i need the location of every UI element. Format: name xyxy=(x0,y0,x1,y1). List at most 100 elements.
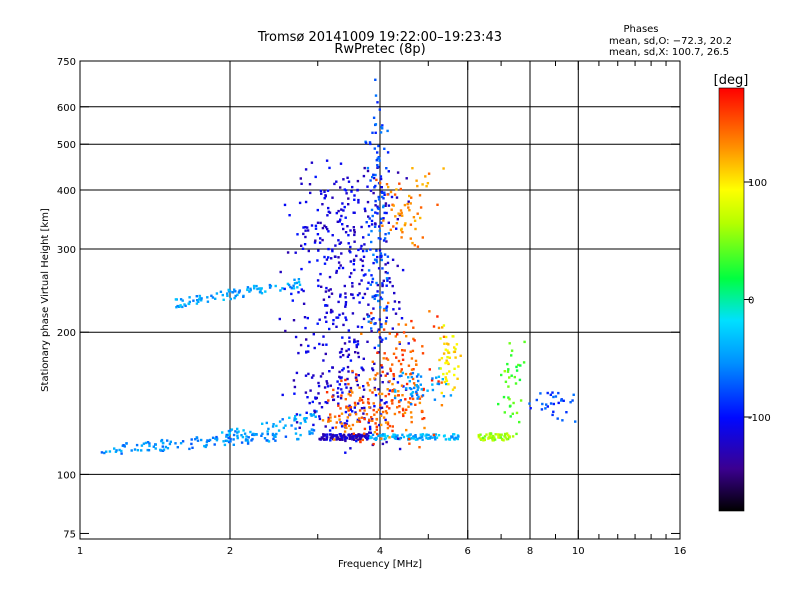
data-point xyxy=(414,227,417,231)
data-point xyxy=(416,212,419,215)
data-point xyxy=(374,294,377,298)
data-point xyxy=(282,426,285,430)
data-point xyxy=(383,433,386,436)
data-point xyxy=(384,322,387,325)
data-point xyxy=(372,317,375,320)
data-point xyxy=(378,159,381,162)
data-point xyxy=(347,242,350,245)
data-point xyxy=(323,197,326,200)
data-point xyxy=(348,435,351,438)
data-point xyxy=(388,281,392,284)
data-point xyxy=(402,409,405,412)
data-point xyxy=(507,385,510,388)
data-point xyxy=(384,233,387,236)
data-point xyxy=(338,370,341,374)
data-point xyxy=(339,433,342,436)
data-point xyxy=(356,402,360,405)
data-point xyxy=(387,232,390,235)
data-point xyxy=(415,179,418,182)
data-point xyxy=(327,416,330,420)
colorbar-tick-label: 100 xyxy=(748,178,767,189)
data-point xyxy=(380,297,384,301)
data-point xyxy=(348,390,351,393)
data-point xyxy=(380,323,383,326)
data-point xyxy=(436,315,439,318)
data-point xyxy=(378,157,381,160)
data-point xyxy=(544,407,547,410)
y-axis-label: Stationary phase Virtual Height [km] xyxy=(40,208,51,392)
data-point xyxy=(491,434,495,438)
data-point xyxy=(353,406,356,409)
data-point xyxy=(374,94,378,97)
data-point xyxy=(387,392,391,396)
data-point xyxy=(379,237,382,241)
data-point xyxy=(411,377,415,381)
data-point xyxy=(400,368,403,371)
data-point xyxy=(215,292,219,295)
data-point xyxy=(113,447,116,450)
data-point xyxy=(377,237,380,240)
data-point xyxy=(552,402,555,406)
data-point xyxy=(248,290,251,293)
data-point xyxy=(222,440,225,443)
data-point xyxy=(349,408,352,411)
data-point xyxy=(318,318,321,321)
data-point xyxy=(412,382,416,385)
data-point xyxy=(363,406,366,410)
data-point xyxy=(361,249,365,253)
data-point xyxy=(384,202,388,205)
data-point xyxy=(179,298,183,301)
data-point xyxy=(383,435,386,438)
data-point xyxy=(385,306,388,310)
data-point xyxy=(394,437,397,440)
y-tick-label: 100 xyxy=(57,470,76,481)
data-point xyxy=(381,124,384,127)
data-point xyxy=(294,415,297,418)
data-point xyxy=(343,284,346,288)
data-point xyxy=(427,437,430,440)
data-point xyxy=(343,425,346,428)
data-point xyxy=(398,307,401,310)
data-point xyxy=(232,438,235,441)
data-point xyxy=(416,397,419,400)
data-point xyxy=(333,415,337,418)
data-point xyxy=(384,418,387,422)
data-point xyxy=(546,405,549,408)
data-point xyxy=(148,442,151,445)
data-point xyxy=(293,385,297,389)
data-point xyxy=(208,438,212,442)
data-point xyxy=(369,431,372,434)
data-point xyxy=(195,302,199,305)
data-point xyxy=(378,392,381,396)
data-point xyxy=(370,208,374,212)
data-point xyxy=(361,259,364,263)
data-point xyxy=(442,167,445,170)
data-point xyxy=(428,368,431,371)
data-point xyxy=(281,393,284,397)
data-point xyxy=(402,331,406,334)
data-point xyxy=(203,444,206,448)
data-point xyxy=(325,438,328,441)
data-point xyxy=(356,343,360,346)
data-point xyxy=(535,398,538,402)
data-point xyxy=(562,399,565,402)
data-point xyxy=(345,426,348,429)
data-point xyxy=(302,289,305,293)
data-point xyxy=(229,437,232,441)
data-point xyxy=(345,437,348,440)
data-point xyxy=(322,359,325,362)
data-point xyxy=(214,297,217,300)
data-point xyxy=(188,296,191,299)
data-point xyxy=(445,359,448,362)
data-point xyxy=(398,411,401,414)
data-point xyxy=(275,424,278,428)
data-point xyxy=(324,425,327,428)
data-point xyxy=(373,225,377,228)
data-point xyxy=(375,249,378,252)
data-point xyxy=(456,437,459,441)
data-point xyxy=(313,409,316,412)
data-point xyxy=(205,440,209,444)
data-point xyxy=(364,273,367,276)
data-point xyxy=(459,354,462,357)
data-point xyxy=(485,433,488,436)
